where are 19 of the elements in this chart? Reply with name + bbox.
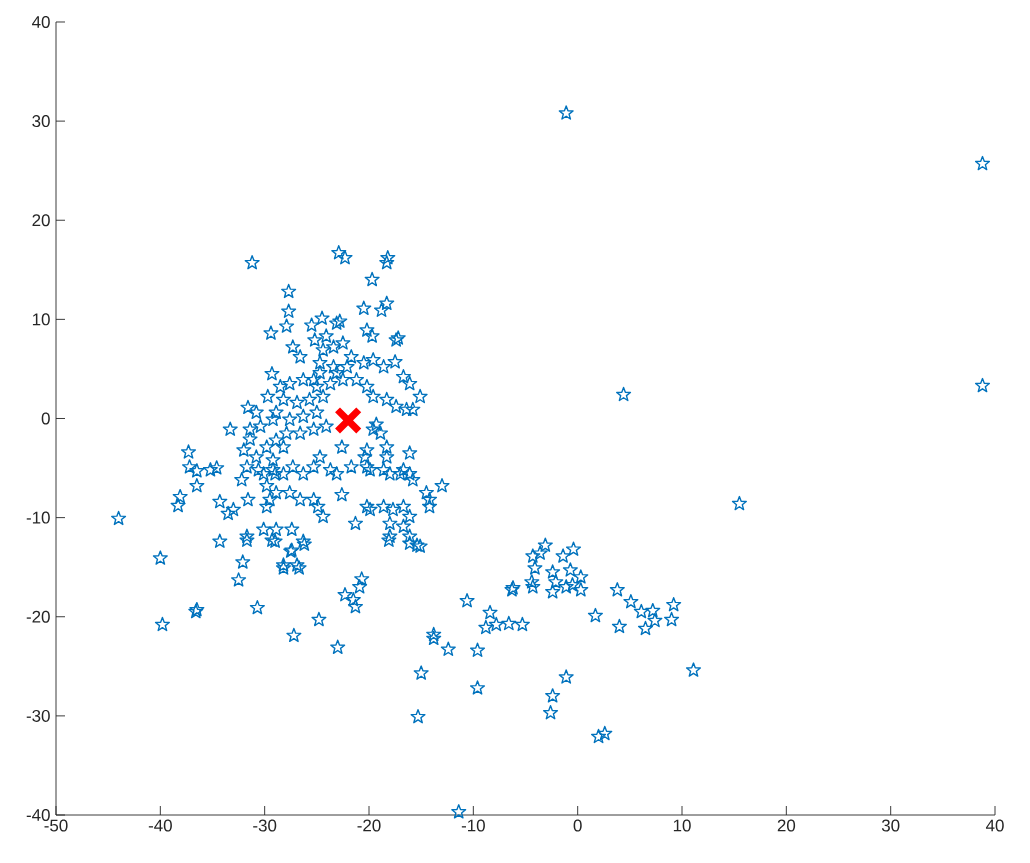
x-tick-label: 40 [985, 819, 1004, 832]
x-tick-label: 30 [881, 819, 900, 832]
y-tick-label: -20 [26, 610, 50, 623]
y-tick-label: -30 [26, 709, 50, 722]
y-tick-label: -40 [26, 809, 50, 821]
y-tick-label: 40 [32, 15, 50, 28]
x-tick-label: -10 [461, 819, 485, 832]
x-tick-label: 0 [573, 819, 582, 832]
y-tick-label: 0 [41, 412, 50, 425]
x-tick-label: 20 [777, 819, 796, 832]
y-tick-label: -10 [26, 511, 50, 524]
x-tick-label: -40 [148, 819, 172, 832]
y-tick-label: 20 [32, 214, 50, 227]
y-tick-label: 10 [32, 313, 50, 326]
x-tick-label: -50 [44, 819, 68, 832]
x-tick-label: 10 [673, 819, 691, 832]
y-tick-label: 30 [32, 115, 50, 128]
x-tick-label: -20 [357, 819, 381, 832]
x-tick-label: -30 [253, 819, 277, 832]
